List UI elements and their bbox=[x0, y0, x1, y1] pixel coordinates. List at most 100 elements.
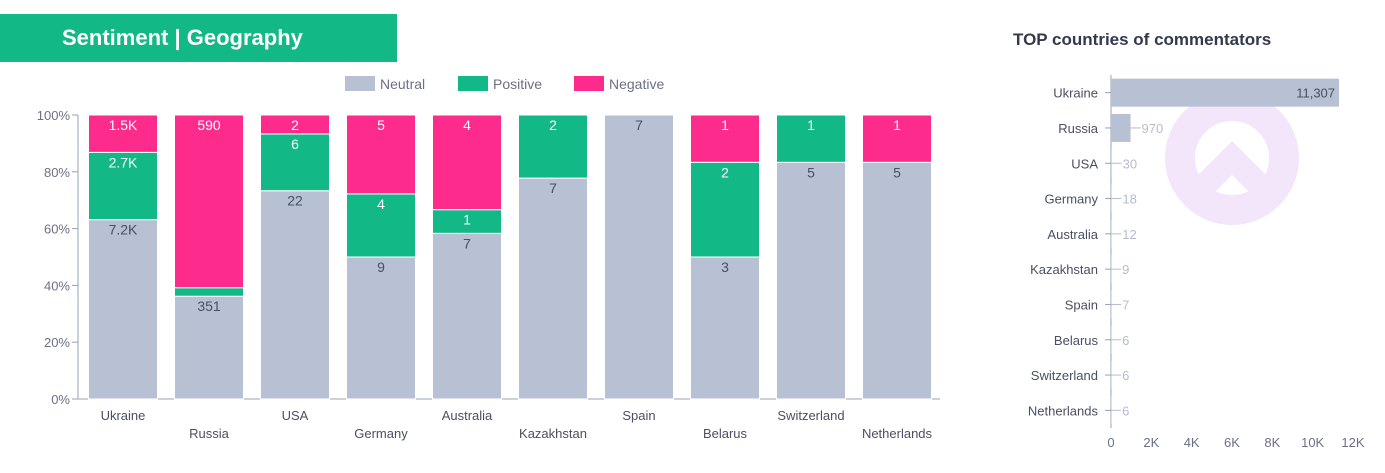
bar-germany-negative bbox=[346, 114, 416, 195]
hbar-x-tick-label: 10K bbox=[1301, 435, 1324, 450]
bar-germany-neutral bbox=[346, 256, 416, 400]
bar-russia-positive bbox=[174, 287, 244, 297]
stacked-chart-bars: 7.2K2.7K1.5KUkraine35129590Russia2262USA… bbox=[88, 114, 933, 441]
bar-switzerland-positive bbox=[776, 114, 846, 163]
hbar-value-australia: 12 bbox=[1122, 227, 1136, 242]
bar-ukraine-negative bbox=[88, 114, 158, 153]
data-label-belarus-positive: 2 bbox=[721, 164, 729, 180]
data-label-kazakhstan-positive: 2 bbox=[549, 117, 557, 133]
hbar-x-tick-label: 6K bbox=[1224, 435, 1240, 450]
hbar-value-netherlands: 6 bbox=[1122, 403, 1129, 418]
x-tick-label-spain: Spain bbox=[622, 408, 655, 423]
bar-usa-negative bbox=[260, 114, 330, 135]
data-label-kazakhstan-neutral: 7 bbox=[549, 180, 557, 196]
data-label-russia-neutral: 351 bbox=[197, 298, 221, 314]
bar-belarus-neutral bbox=[690, 256, 760, 400]
hbar-bar-usa bbox=[1111, 149, 1112, 178]
bar-australia-negative bbox=[432, 114, 502, 211]
y-tick-label: 0% bbox=[51, 392, 70, 407]
data-label-usa-neutral: 22 bbox=[287, 193, 303, 209]
bar-usa-positive bbox=[260, 133, 330, 192]
hbar-value-spain: 7 bbox=[1122, 297, 1129, 312]
y-tick-label: 80% bbox=[44, 165, 70, 180]
legend-label-neutral: Neutral bbox=[380, 76, 425, 92]
bar-usa-neutral bbox=[260, 190, 330, 400]
bar-netherlands-neutral bbox=[862, 161, 932, 400]
data-label-switzerland-positive: 1 bbox=[807, 117, 815, 133]
legend-swatch-negative bbox=[574, 76, 604, 91]
data-label-spain-neutral: 7 bbox=[635, 117, 643, 133]
data-label-australia-positive: 1 bbox=[463, 212, 471, 228]
data-label-switzerland-neutral: 5 bbox=[807, 164, 815, 180]
hbar-category-ukraine: Ukraine bbox=[1053, 86, 1098, 101]
x-tick-label-kazakhstan: Kazakhstan bbox=[519, 426, 587, 441]
watermark-logo bbox=[1165, 91, 1299, 225]
x-tick-label-australia: Australia bbox=[442, 408, 493, 423]
data-label-belarus-negative: 1 bbox=[721, 117, 729, 133]
hbar-x-tick-label: 2K bbox=[1143, 435, 1159, 450]
data-label-russia-negative: 590 bbox=[197, 117, 221, 133]
hbar-category-russia: Russia bbox=[1058, 121, 1099, 136]
data-label-germany-positive: 4 bbox=[377, 196, 385, 212]
watermark-check bbox=[1181, 141, 1277, 209]
hbar-bar-germany bbox=[1111, 184, 1112, 213]
legend-swatch-positive bbox=[458, 76, 488, 91]
hbar-value-ukraine: 11,307 bbox=[1296, 86, 1335, 101]
hbar-value-kazakhstan: 9 bbox=[1122, 262, 1129, 277]
x-tick-label-netherlands: Netherlands bbox=[862, 426, 933, 441]
data-label-germany-neutral: 9 bbox=[377, 259, 385, 275]
y-tick-label: 40% bbox=[44, 278, 70, 293]
x-tick-label-usa: USA bbox=[282, 408, 309, 423]
x-tick-label-belarus: Belarus bbox=[703, 426, 748, 441]
hbar-category-kazakhstan: Kazakhstan bbox=[1030, 262, 1098, 277]
bar-spain-neutral bbox=[604, 114, 674, 400]
left-chart-title: Sentiment | Geography bbox=[0, 14, 397, 62]
legend-label-positive: Positive bbox=[493, 76, 542, 92]
hbar-bar-russia bbox=[1111, 113, 1131, 142]
hbar-chart-axes: 0 2K 4K 6K 8K 10K 12K bbox=[1107, 75, 1365, 450]
x-tick-label-germany: Germany bbox=[354, 426, 408, 441]
data-label-belarus-neutral: 3 bbox=[721, 259, 729, 275]
x-tick-label-russia: Russia bbox=[189, 426, 230, 441]
bar-germany-positive bbox=[346, 193, 416, 258]
legend-label-negative: Negative bbox=[609, 76, 664, 92]
legend-swatch-neutral bbox=[345, 76, 375, 91]
bar-russia-neutral bbox=[174, 295, 244, 400]
hbar-value-belarus: 6 bbox=[1122, 333, 1129, 348]
hbar-value-usa: 30 bbox=[1123, 156, 1137, 171]
bar-belarus-negative bbox=[690, 114, 760, 163]
hbar-chart-bars: Ukraine 11,307 Russia 970 USA 30 Germany 18 Aust… bbox=[1028, 78, 1340, 425]
data-label-netherlands-negative: 1 bbox=[893, 117, 901, 133]
hbar-value-russia: 970 bbox=[1142, 121, 1164, 136]
legend: Neutral Positive Negative bbox=[345, 76, 664, 92]
bar-kazakhstan-neutral bbox=[518, 177, 588, 400]
y-tick-label: 60% bbox=[44, 222, 70, 237]
hbar-category-usa: USA bbox=[1071, 156, 1098, 171]
hbar-value-switzerland: 6 bbox=[1122, 368, 1129, 383]
bar-switzerland-neutral bbox=[776, 161, 846, 400]
hbar-category-spain: Spain bbox=[1065, 297, 1098, 312]
data-label-usa-positive: 6 bbox=[291, 136, 299, 152]
data-label-australia-negative: 4 bbox=[463, 117, 471, 133]
data-label-ukraine-neutral: 7.2K bbox=[109, 222, 138, 238]
bar-kazakhstan-positive bbox=[518, 114, 588, 179]
data-label-ukraine-negative: 1.5K bbox=[109, 117, 138, 133]
bar-australia-neutral bbox=[432, 232, 502, 400]
hbar-x-tick-label: 12K bbox=[1341, 435, 1364, 450]
hbar-category-netherlands: Netherlands bbox=[1028, 403, 1099, 418]
y-tick-label: 100% bbox=[37, 108, 71, 123]
x-tick-label-ukraine: Ukraine bbox=[101, 408, 146, 423]
bar-ukraine-positive bbox=[88, 151, 158, 221]
data-label-usa-negative: 2 bbox=[291, 117, 299, 133]
hbar-x-tick-label: 0 bbox=[1107, 435, 1114, 450]
bar-belarus-positive bbox=[690, 161, 760, 258]
hbar-category-switzerland: Switzerland bbox=[1031, 368, 1098, 383]
bar-netherlands-negative bbox=[862, 114, 932, 163]
data-label-germany-negative: 5 bbox=[377, 117, 385, 133]
hbar-bar-ukraine bbox=[1111, 78, 1340, 107]
hbar-value-germany: 18 bbox=[1122, 192, 1136, 207]
data-label-netherlands-neutral: 5 bbox=[893, 164, 901, 180]
hbar-category-germany: Germany bbox=[1045, 192, 1099, 207]
bar-ukraine-neutral bbox=[88, 219, 158, 400]
